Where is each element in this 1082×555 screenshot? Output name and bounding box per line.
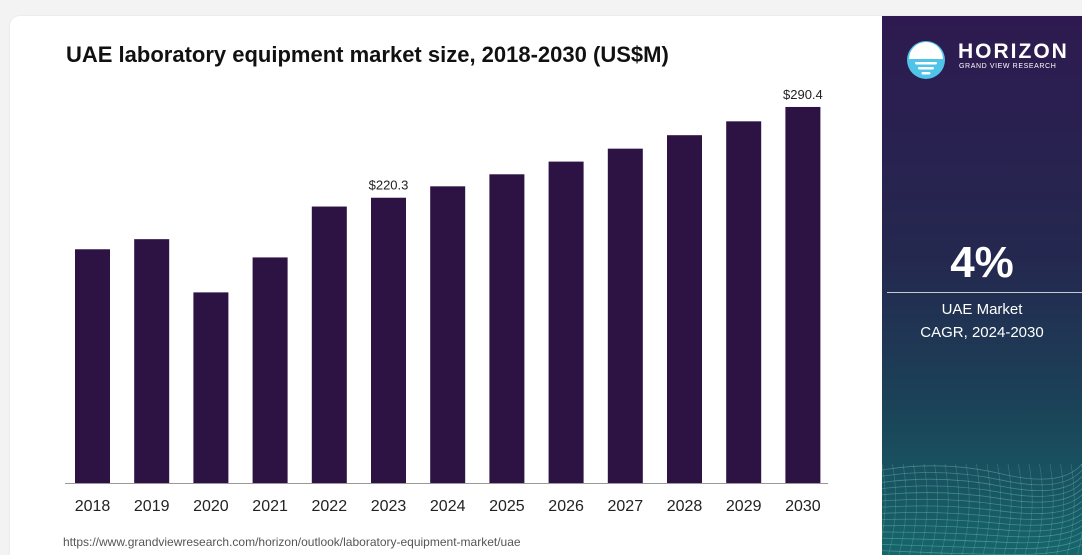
mesh-line [882,544,1082,555]
bar-2018 [75,249,110,483]
cagr-label-line1: UAE Market [941,301,1023,318]
mesh-line [1045,464,1054,555]
bar-2028 [667,135,702,483]
mesh-line [898,464,907,555]
mesh-line [882,464,1082,480]
mesh-line [882,507,1082,520]
x-tick-label: 2030 [785,498,821,515]
mesh-line [993,464,1002,555]
mesh-line [972,464,981,555]
x-tick-label: 2023 [371,498,407,515]
mesh-line [1014,464,1023,555]
mesh-line [961,464,970,555]
bar-2029 [726,121,762,483]
mesh-line [882,531,1082,544]
mesh-line [882,494,1082,509]
cagr-value: 4% [950,238,1014,287]
x-tick-label: 2021 [252,498,288,515]
mesh-line [1077,464,1082,555]
mesh-line [882,538,1082,550]
cagr-label-line2: CAGR, 2024-2030 [920,324,1044,341]
x-tick-label: 2020 [193,498,229,515]
x-tick-label: 2029 [726,498,762,515]
mesh-line [1066,464,1075,555]
x-tick-label: 2027 [608,498,644,515]
mesh-line [940,464,949,555]
x-tick-label: 2022 [312,498,348,515]
divider [887,292,1082,293]
mesh-line [882,500,1082,515]
mesh-line [882,525,1082,538]
mesh-line [1024,464,1033,555]
mesh-line [882,513,1082,526]
mesh-line [882,464,886,539]
x-tick-label: 2026 [548,498,584,515]
horizon-logo-icon [907,41,945,79]
mesh-line [882,482,1082,497]
mesh-line [1035,464,1044,555]
chart-card: UAE laboratory equipment market size, 20… [10,16,1082,555]
bar-2020 [193,292,229,483]
mesh-line [930,464,939,555]
mesh-line [882,488,1082,503]
x-tick-label: 2028 [667,498,703,515]
x-tick-label: 2025 [489,498,525,515]
data-label-2030: $290.4 [783,87,823,102]
bar-2027 [607,148,643,483]
mesh-line [882,476,1082,491]
x-tick-label: 2018 [75,498,111,515]
mesh-line [919,464,928,555]
source-url[interactable]: https://www.grandviewresearch.com/horizo… [63,535,521,549]
bar-2022 [311,206,347,484]
x-tick-label: 2019 [134,498,170,515]
mesh-line [951,464,960,555]
mesh-line [1003,464,1012,555]
x-tick-label: 2024 [430,498,466,515]
mesh-line [882,519,1082,532]
chart-title: UAE laboratory equipment market size, 20… [66,42,669,67]
mesh-line [888,464,897,555]
bar-chart: 2018 2019 2020 2021 2022 2023 $220.3 2024 2025 20… [65,87,828,515]
bar-2024 [430,186,466,484]
mesh-line [909,464,918,555]
bar-2023 [371,197,406,483]
mesh-line [1056,464,1065,555]
brand-tagline: GRAND VIEW RESEARCH [959,63,1057,70]
bar-2019 [134,239,170,483]
brand-name: HORIZON [958,40,1069,63]
bar-2026 [548,161,584,483]
data-label-2023: $220.3 [369,178,409,193]
mesh-line [982,464,991,555]
bar-2021 [252,257,288,483]
highlight-panel: HORIZON GRAND VIEW RESEARCH 4% UAE Marke… [882,16,1082,555]
decorative-mesh [882,464,1082,555]
bar-2030 [785,106,821,484]
mesh-line [882,469,1082,486]
bar-2025 [489,174,525,483]
